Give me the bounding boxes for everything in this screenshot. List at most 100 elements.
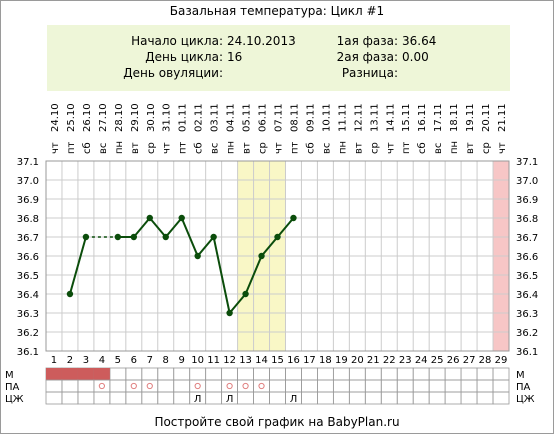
date-label: 17.11	[433, 103, 444, 132]
row-cell	[237, 379, 254, 393]
row-cell	[45, 379, 63, 393]
date-label: 27.10	[98, 103, 109, 132]
date-label: 13.11	[369, 103, 380, 132]
y-tick-left: 37.1	[17, 157, 39, 168]
temperature-segment	[180, 217, 199, 257]
row-cell	[237, 391, 254, 405]
temperature-point-day-10	[194, 252, 201, 260]
day-number: 5	[115, 355, 121, 366]
row-cell	[476, 391, 494, 405]
row-label-right: ЦЖ	[516, 394, 535, 405]
weekday-label: вт	[353, 142, 364, 154]
day-number: 18	[319, 355, 332, 366]
day-number: 6	[131, 355, 137, 366]
row-cell	[460, 379, 478, 393]
date-label: 30.10	[146, 103, 157, 132]
row-cell	[253, 379, 270, 393]
row-cell	[61, 391, 79, 405]
row-cell	[301, 391, 318, 405]
row-cell	[476, 379, 494, 393]
y-tick-left: 36.9	[17, 195, 39, 206]
pa-marker-day-4	[98, 382, 105, 390]
chart-title: Базальная температура: Цикл #1	[170, 4, 384, 18]
day-number: 19	[335, 355, 348, 366]
day-number: 26	[447, 355, 460, 366]
weekday-label: пн	[449, 141, 460, 154]
row-cell	[205, 379, 223, 393]
row-label-left: ЦЖ	[5, 394, 24, 405]
row-cell	[205, 391, 223, 405]
weekday-label: пт	[66, 141, 77, 154]
row-cell	[45, 391, 63, 405]
day-number: 2	[67, 355, 73, 366]
plot-border	[45, 160, 510, 352]
row-cell	[269, 391, 286, 405]
day-number: 22	[383, 355, 396, 366]
row-label-left: ПА	[5, 382, 20, 393]
date-label: 09.11	[305, 103, 316, 132]
mucus-mark-day-12: Л	[226, 394, 234, 405]
date-label: 18.11	[449, 103, 460, 132]
weekday-label: сб	[417, 142, 428, 154]
row-cell	[428, 379, 446, 393]
temperature-point-day-14	[258, 252, 265, 260]
row-cell	[141, 367, 159, 381]
row-cell	[125, 367, 143, 381]
date-label: 06.11	[258, 103, 269, 132]
date-label: 31.10	[162, 103, 173, 132]
temperature-segment	[133, 217, 151, 238]
menstruation-cell-day-4	[93, 368, 110, 380]
row-cell	[237, 367, 254, 381]
day-number: 17	[303, 355, 316, 366]
weekday-label: ср	[258, 142, 269, 154]
day-number: 14	[255, 355, 268, 366]
row-cell	[253, 367, 270, 381]
pa-marker-day-13	[242, 382, 249, 390]
date-label: 02.11	[194, 103, 205, 132]
day-number: 29	[495, 355, 508, 366]
day-number: 13	[239, 355, 252, 366]
weekday-label: пт	[178, 141, 189, 154]
temperature-point-day-13	[242, 290, 249, 298]
plot-layer: 37.1 37.1 37.0 37.0 36.9 36.9 36.8 36.8 36.7 36.7…	[5, 103, 538, 405]
row-label-left: М	[5, 370, 14, 381]
pa-marker-day-7	[146, 382, 153, 390]
row-cell	[364, 367, 382, 381]
y-tick-left: 36.6	[17, 252, 39, 263]
row-cell	[61, 379, 79, 393]
date-label: 24.10	[50, 103, 61, 132]
date-label: 15.11	[401, 103, 412, 132]
row-cell	[157, 367, 175, 381]
temperature-point-day-3	[82, 233, 90, 241]
row-cell	[332, 379, 350, 393]
menstruation-cell-day-1	[46, 368, 62, 380]
row-cell	[173, 367, 191, 381]
cycle-day-value: 16	[227, 50, 242, 64]
weekday-label: вс	[433, 143, 444, 154]
y-tick-left: 36.5	[17, 271, 39, 282]
row-cell	[109, 367, 127, 381]
weekday-label: сб	[194, 142, 205, 154]
temperature-segment	[244, 255, 263, 295]
weekday-label: чт	[385, 142, 396, 154]
weekday-label: пн	[114, 141, 125, 154]
row-cell	[412, 367, 430, 381]
menstruation-cell-day-2	[61, 368, 78, 380]
temperature-segment	[164, 217, 183, 238]
row-cell	[460, 367, 478, 381]
weekday-label: пн	[337, 141, 348, 154]
cycle-start-label: Начало цикла:	[131, 34, 223, 48]
y-tick-right: 37.0	[516, 176, 538, 187]
day-number: 10	[191, 355, 204, 366]
row-cell	[109, 391, 127, 405]
row-cell	[317, 391, 334, 405]
temperature-segment	[228, 293, 247, 314]
row-cell	[444, 391, 462, 405]
weekday-label: пт	[289, 141, 300, 154]
row-cell	[125, 379, 143, 393]
weekday-label: вт	[242, 142, 253, 154]
row-cell	[317, 379, 334, 393]
row-label-right: ПА	[516, 382, 531, 393]
y-tick-left: 36.4	[17, 290, 39, 301]
date-label: 28.10	[114, 103, 125, 132]
